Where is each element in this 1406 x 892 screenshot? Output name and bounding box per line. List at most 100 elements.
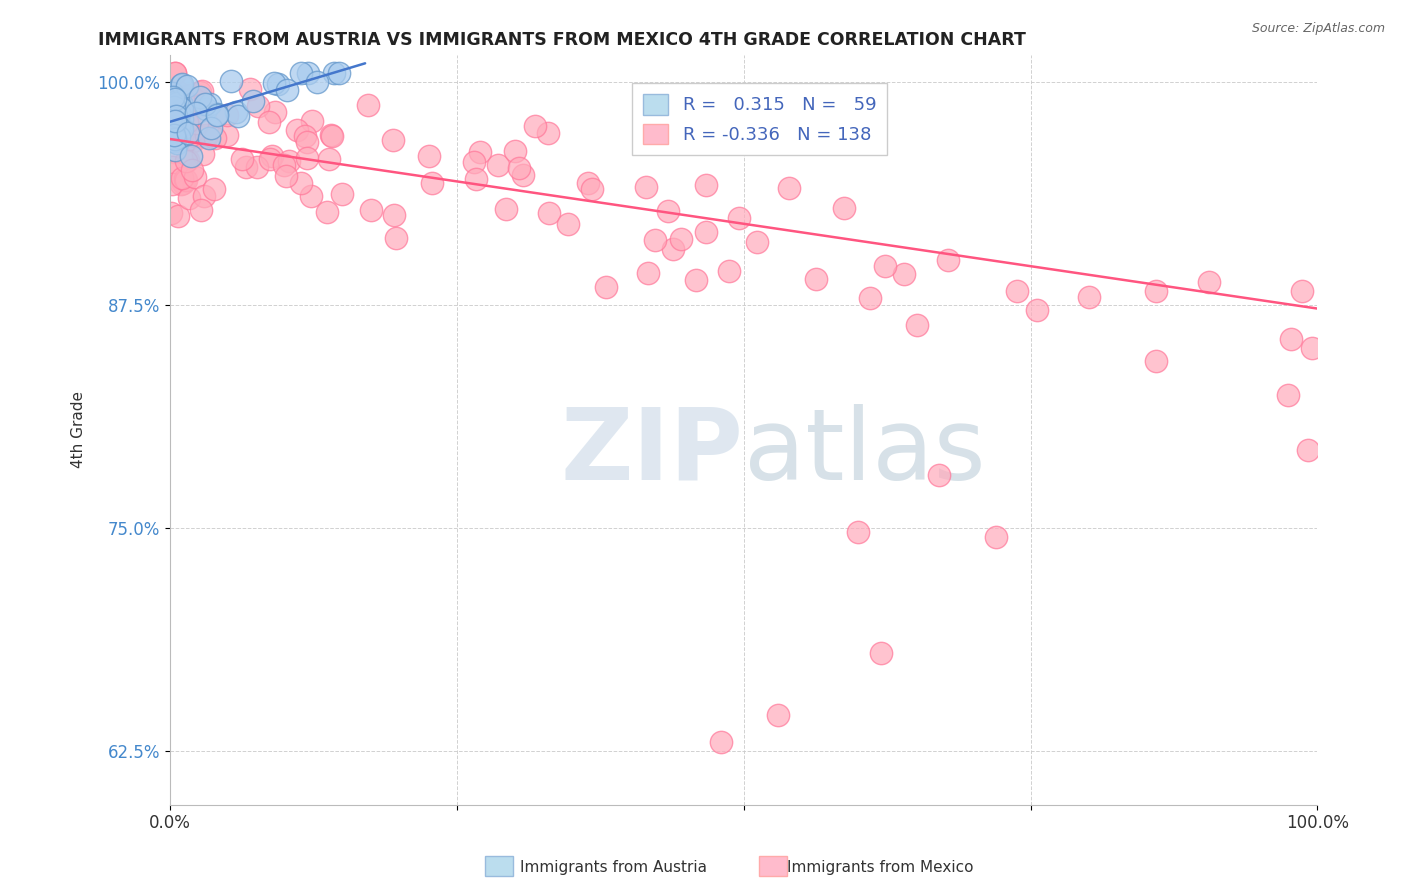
- Point: [176, 79, 198, 94]
- Point: [418, 149, 440, 163]
- Point: [1144, 285, 1167, 299]
- Point: [167, 86, 190, 100]
- Point: [160, 123, 183, 137]
- Point: [193, 147, 215, 161]
- Point: [166, 95, 188, 110]
- Point: [177, 132, 200, 146]
- Point: [165, 92, 187, 106]
- Text: ZIP: ZIP: [561, 404, 744, 501]
- Point: [695, 178, 717, 192]
- Point: [160, 98, 183, 112]
- Point: [188, 90, 211, 104]
- Point: [766, 708, 789, 723]
- Point: [239, 82, 262, 96]
- Point: [267, 77, 290, 91]
- Point: [165, 66, 187, 80]
- Point: [183, 92, 205, 106]
- Point: [907, 318, 929, 333]
- Point: [537, 205, 560, 219]
- Point: [315, 205, 337, 219]
- Point: [184, 128, 207, 143]
- Point: [160, 206, 183, 220]
- Point: [162, 90, 184, 104]
- Point: [165, 143, 187, 157]
- Point: [523, 119, 546, 133]
- Point: [273, 158, 295, 172]
- Point: [172, 92, 194, 106]
- Point: [181, 124, 204, 138]
- Point: [859, 292, 882, 306]
- Point: [184, 105, 207, 120]
- Point: [165, 130, 187, 145]
- Point: [180, 149, 202, 163]
- Point: [166, 128, 188, 143]
- Point: [657, 204, 679, 219]
- Point: [169, 106, 191, 120]
- Point: [165, 114, 187, 128]
- Point: [204, 131, 226, 145]
- Point: [671, 232, 693, 246]
- Point: [170, 174, 193, 188]
- Point: [778, 181, 800, 195]
- Point: [662, 243, 685, 257]
- Point: [167, 119, 190, 133]
- Point: [170, 102, 193, 116]
- Point: [384, 231, 406, 245]
- Point: [470, 145, 492, 160]
- Point: [191, 85, 214, 99]
- Point: [167, 115, 190, 129]
- Point: [215, 128, 238, 143]
- Point: [301, 113, 323, 128]
- Point: [875, 259, 897, 273]
- Point: [576, 176, 599, 190]
- Point: [179, 88, 201, 103]
- Point: [166, 95, 188, 109]
- Point: [174, 172, 197, 186]
- Point: [167, 135, 190, 149]
- Point: [295, 152, 318, 166]
- Point: [257, 115, 280, 129]
- Point: [330, 186, 353, 201]
- Point: [463, 155, 485, 169]
- Point: [225, 105, 247, 120]
- Point: [181, 134, 204, 148]
- Point: [200, 97, 222, 112]
- Point: [297, 135, 319, 149]
- Point: [170, 78, 193, 92]
- Point: [170, 122, 193, 136]
- Point: [486, 158, 509, 172]
- Point: [167, 129, 190, 144]
- Point: [174, 107, 197, 121]
- Point: [848, 524, 870, 539]
- Point: [465, 171, 488, 186]
- Y-axis label: 4th Grade: 4th Grade: [72, 392, 86, 468]
- Point: [165, 109, 187, 123]
- Point: [357, 97, 380, 112]
- Point: [183, 170, 205, 185]
- Point: [163, 145, 186, 159]
- Point: [382, 133, 405, 147]
- Text: atlas: atlas: [744, 404, 986, 501]
- Point: [984, 530, 1007, 544]
- Point: [1277, 388, 1299, 402]
- Point: [321, 129, 343, 144]
- Point: [162, 121, 184, 136]
- Point: [710, 735, 733, 749]
- Point: [260, 149, 283, 163]
- Point: [1301, 341, 1323, 355]
- Point: [290, 66, 312, 80]
- Point: [215, 108, 238, 122]
- Point: [297, 66, 319, 80]
- Point: [1198, 275, 1220, 289]
- Point: [163, 95, 186, 109]
- Bar: [759, 856, 787, 876]
- Point: [165, 132, 187, 146]
- Point: [1144, 353, 1167, 368]
- Point: [174, 153, 197, 168]
- Point: [165, 112, 187, 127]
- Point: [195, 129, 218, 144]
- Point: [328, 66, 350, 80]
- Point: [277, 154, 299, 169]
- Text: IMMIGRANTS FROM AUSTRIA VS IMMIGRANTS FROM MEXICO 4TH GRADE CORRELATION CHART: IMMIGRANTS FROM AUSTRIA VS IMMIGRANTS FR…: [98, 31, 1026, 49]
- Point: [832, 201, 855, 215]
